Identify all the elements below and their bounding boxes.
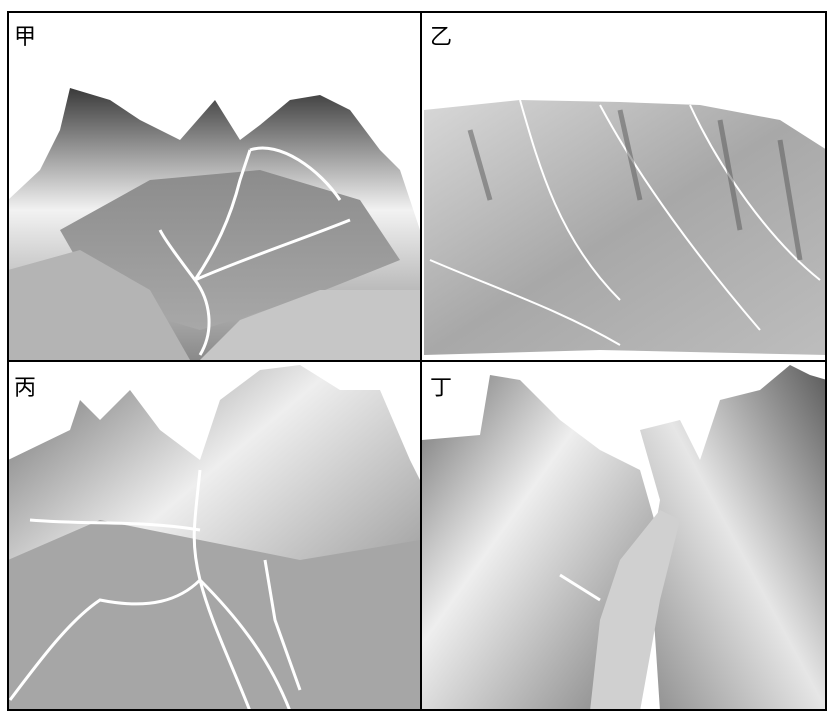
panel-label: 丁 — [430, 376, 452, 401]
panel-label: 乙 — [430, 25, 452, 50]
terrain-panel — [8, 12, 420, 360]
panel-label: 甲 — [14, 25, 36, 50]
panel-label: 丙 — [14, 376, 36, 401]
terrain-panel — [422, 12, 827, 360]
terrain-panel — [8, 362, 420, 711]
terrain-panel — [422, 362, 827, 711]
